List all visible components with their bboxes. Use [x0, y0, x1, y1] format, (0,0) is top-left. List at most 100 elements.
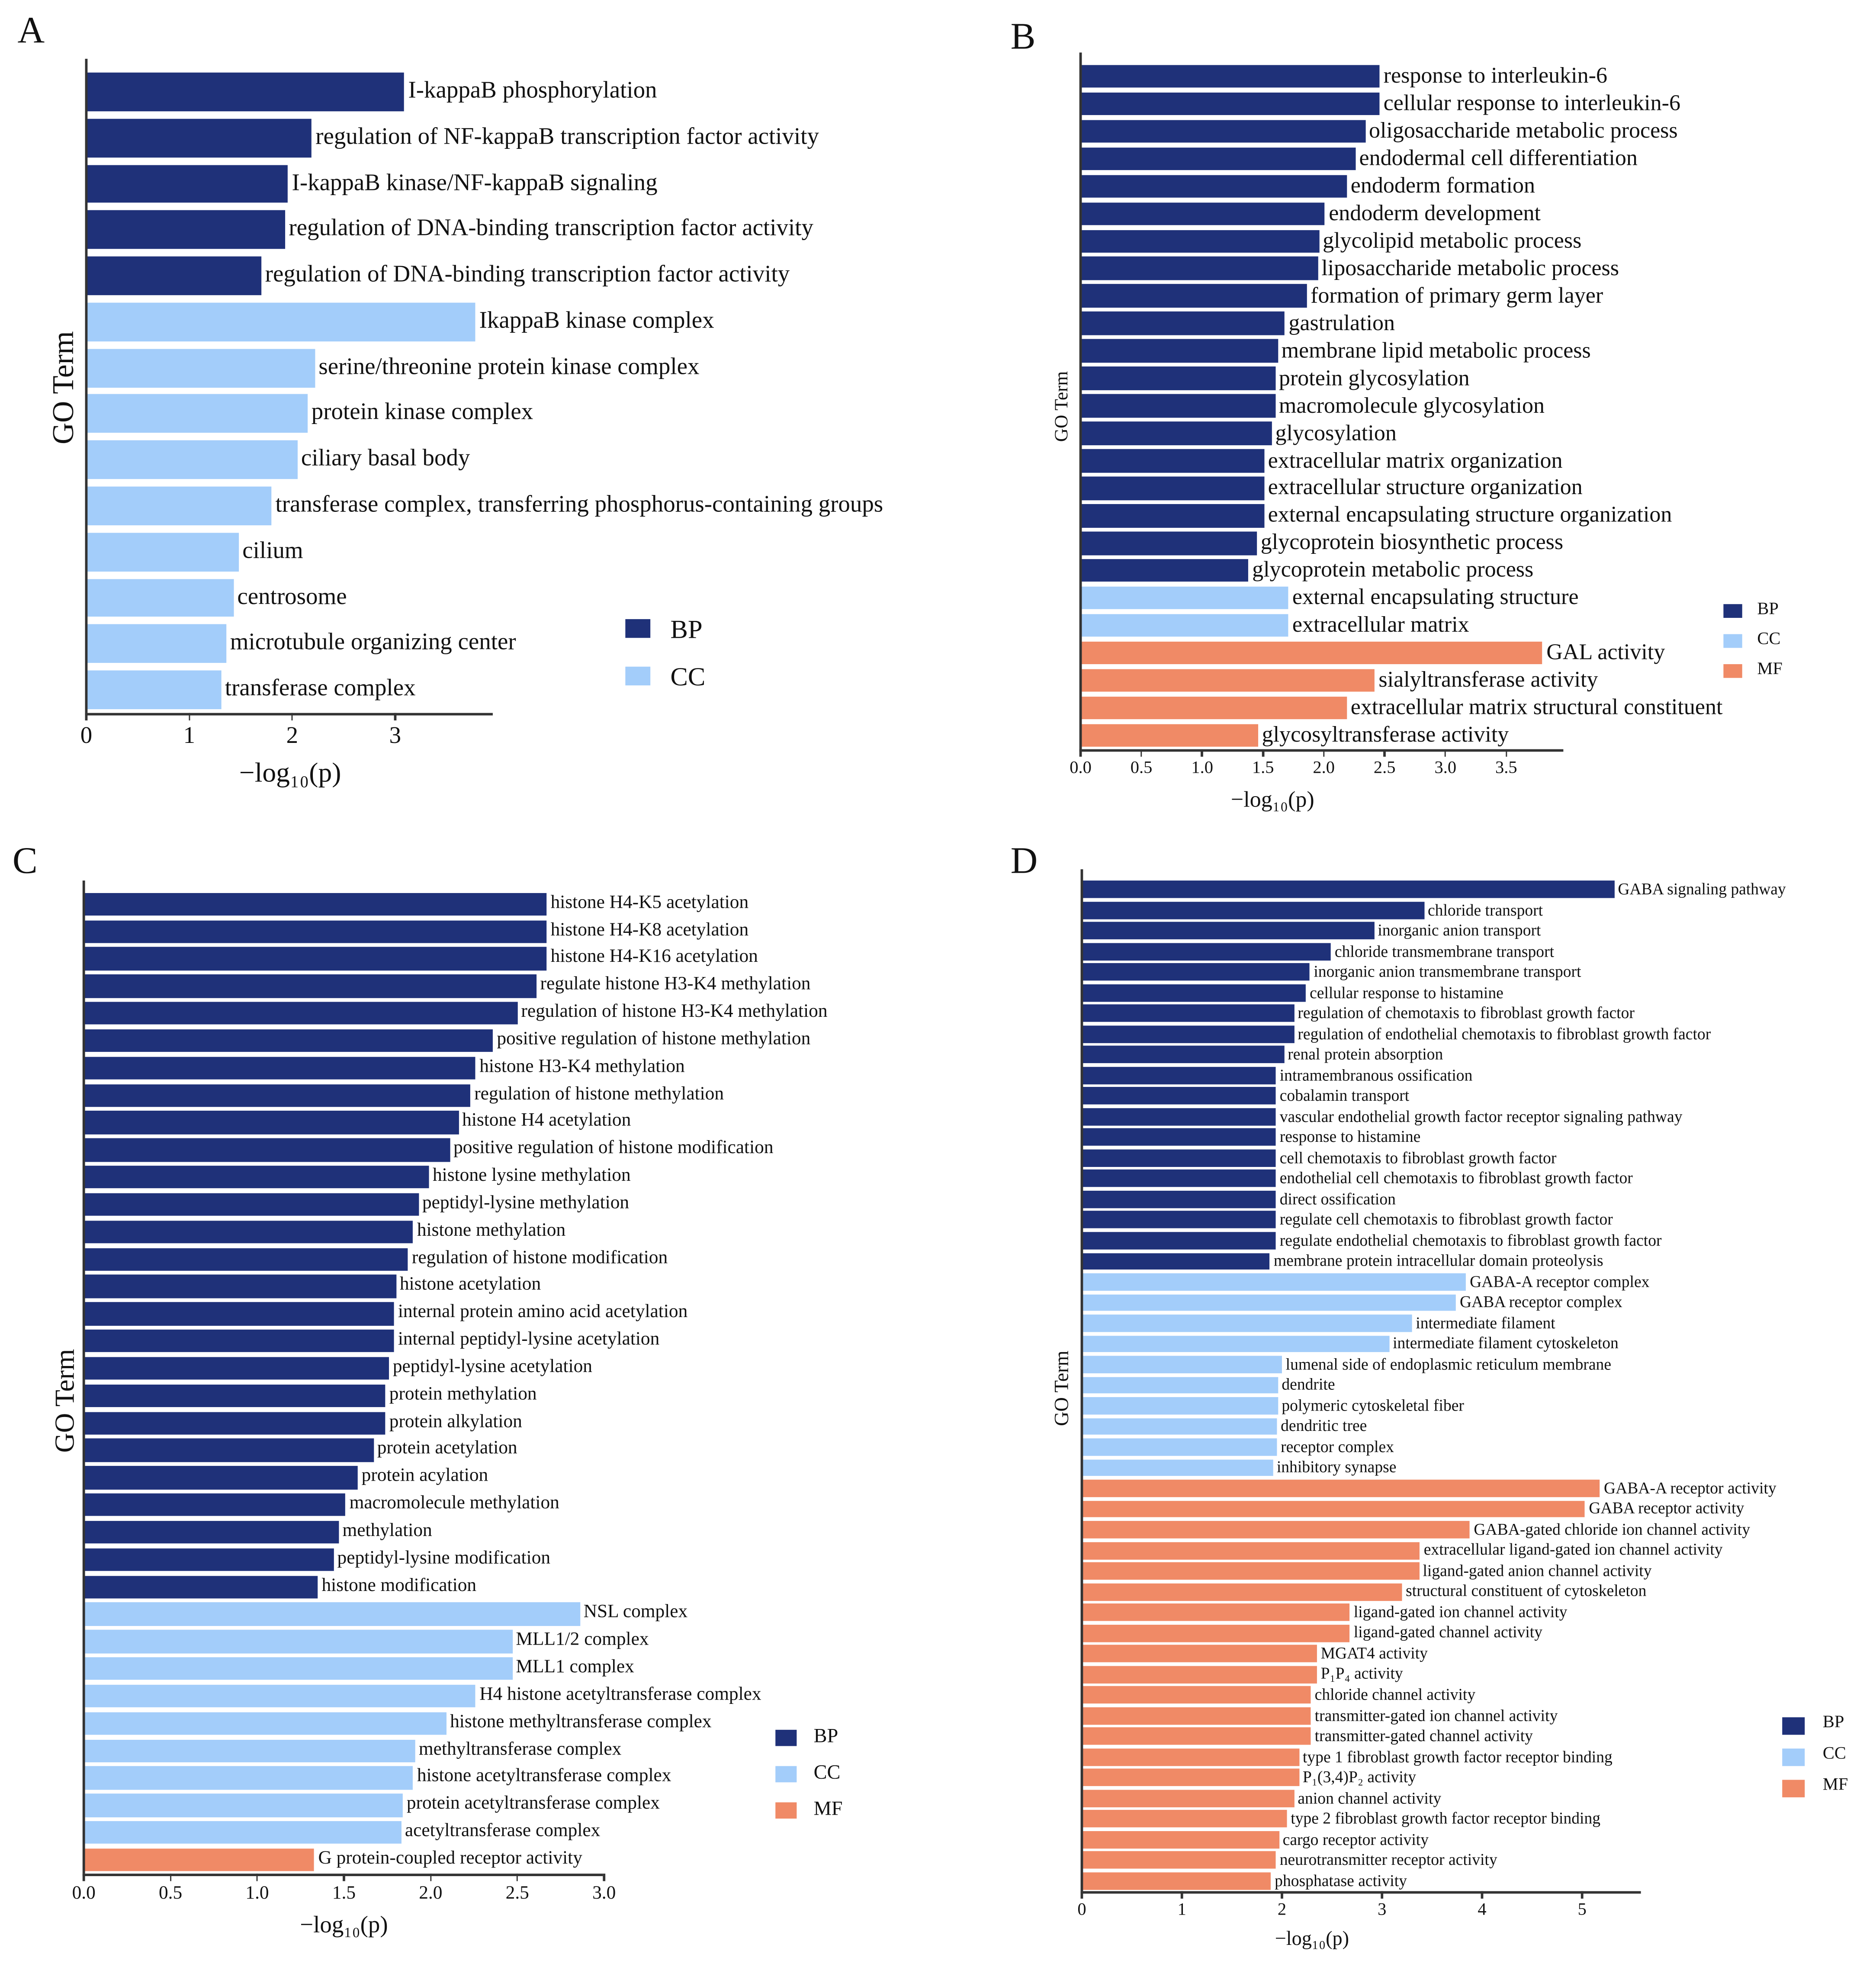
bar-bp[interactable]: [84, 1138, 450, 1162]
bar-cc[interactable]: [1080, 614, 1289, 637]
bar-mf[interactable]: [1082, 1686, 1311, 1704]
bar-bp[interactable]: [1082, 1149, 1276, 1167]
bar-bp[interactable]: [1080, 449, 1264, 472]
bar-mf[interactable]: [1080, 669, 1375, 692]
bar-bp[interactable]: [1080, 229, 1319, 253]
bar-mf[interactable]: [1082, 1810, 1287, 1828]
bar-cc[interactable]: [84, 1793, 403, 1817]
bar-mf[interactable]: [1080, 696, 1347, 720]
bar-bp[interactable]: [1082, 1232, 1276, 1250]
bar-bp[interactable]: [86, 210, 285, 249]
bar-cc[interactable]: [86, 486, 272, 525]
bar-bp[interactable]: [84, 1193, 419, 1216]
bar-bp[interactable]: [1082, 984, 1306, 1002]
bar-bp[interactable]: [1080, 257, 1318, 280]
bar-cc[interactable]: [1082, 1314, 1412, 1332]
bar-bp[interactable]: [84, 893, 547, 916]
bar-bp[interactable]: [84, 1029, 493, 1052]
bar-cc[interactable]: [84, 1603, 580, 1626]
bar-bp[interactable]: [1082, 1253, 1270, 1270]
bar-mf[interactable]: [1080, 724, 1258, 747]
bar-mf[interactable]: [1082, 1521, 1470, 1539]
bar-bp[interactable]: [1080, 559, 1249, 582]
bar-bp[interactable]: [1080, 366, 1275, 390]
bar-bp[interactable]: [1080, 531, 1257, 555]
bar-mf[interactable]: [1080, 641, 1543, 665]
bar-bp[interactable]: [1082, 1211, 1276, 1229]
bar-cc[interactable]: [1082, 1397, 1278, 1415]
bar-cc[interactable]: [86, 578, 234, 617]
bar-cc[interactable]: [1082, 1273, 1466, 1291]
bar-bp[interactable]: [84, 1520, 339, 1544]
bar-mf[interactable]: [1082, 1872, 1271, 1890]
bar-mf[interactable]: [1082, 1789, 1294, 1807]
bar-bp[interactable]: [1080, 284, 1307, 308]
bar-mf[interactable]: [1082, 1542, 1420, 1559]
bar-bp[interactable]: [1080, 394, 1275, 418]
bar-bp[interactable]: [1082, 1046, 1284, 1064]
bar-bp[interactable]: [1080, 64, 1380, 88]
bar-bp[interactable]: [84, 1166, 429, 1189]
bar-cc[interactable]: [86, 532, 239, 572]
bar-bp[interactable]: [1082, 1067, 1276, 1084]
bar-bp[interactable]: [1082, 1108, 1276, 1125]
bar-bp[interactable]: [84, 1384, 386, 1408]
bar-bp[interactable]: [86, 118, 312, 157]
bar-cc[interactable]: [86, 440, 298, 479]
bar-bp[interactable]: [84, 1056, 476, 1080]
bar-bp[interactable]: [1082, 1190, 1276, 1208]
bar-bp[interactable]: [1082, 901, 1424, 919]
bar-bp[interactable]: [84, 1002, 517, 1025]
bar-bp[interactable]: [84, 1330, 395, 1353]
bar-bp[interactable]: [84, 920, 547, 943]
bar-mf[interactable]: [1082, 1562, 1419, 1580]
bar-bp[interactable]: [1080, 339, 1278, 363]
bar-mf[interactable]: [1082, 1480, 1600, 1498]
bar-mf[interactable]: [1082, 1645, 1317, 1662]
bar-bp[interactable]: [84, 1247, 408, 1271]
bar-bp[interactable]: [1080, 421, 1272, 445]
bar-mf[interactable]: [1082, 1665, 1317, 1683]
bar-mf[interactable]: [1082, 1851, 1276, 1869]
bar-bp[interactable]: [1082, 1025, 1294, 1043]
bar-cc[interactable]: [1082, 1459, 1273, 1477]
bar-mf[interactable]: [1082, 1748, 1299, 1766]
bar-bp[interactable]: [84, 947, 547, 971]
bar-cc[interactable]: [84, 1739, 415, 1762]
bar-mf[interactable]: [1082, 1769, 1299, 1787]
bar-bp[interactable]: [1082, 1005, 1294, 1022]
bar-bp[interactable]: [1080, 476, 1264, 500]
bar-cc[interactable]: [86, 394, 308, 434]
bar-mf[interactable]: [1082, 1831, 1279, 1848]
bar-mf[interactable]: [1082, 1706, 1311, 1725]
bar-mf[interactable]: [1082, 1583, 1402, 1600]
bar-cc[interactable]: [86, 670, 222, 710]
bar-bp[interactable]: [1082, 1087, 1276, 1105]
bar-mf[interactable]: [1082, 1500, 1585, 1518]
bar-bp[interactable]: [1080, 202, 1325, 225]
bar-bp[interactable]: [1080, 174, 1347, 198]
bar-bp[interactable]: [84, 1302, 395, 1325]
bar-cc[interactable]: [1082, 1417, 1277, 1435]
bar-cc[interactable]: [1082, 1335, 1389, 1353]
bar-cc[interactable]: [84, 1712, 447, 1735]
bar-cc[interactable]: [1082, 1356, 1282, 1373]
bar-bp[interactable]: [86, 164, 288, 203]
bar-bp[interactable]: [84, 1275, 396, 1298]
bar-bp[interactable]: [84, 1084, 471, 1107]
bar-bp[interactable]: [84, 1411, 386, 1435]
bar-cc[interactable]: [86, 348, 315, 387]
bar-bp[interactable]: [1082, 963, 1310, 981]
bar-mf[interactable]: [84, 1848, 315, 1872]
bar-cc[interactable]: [86, 302, 475, 341]
bar-cc[interactable]: [84, 1657, 512, 1681]
bar-bp[interactable]: [1080, 312, 1285, 335]
bar-bp[interactable]: [84, 1575, 318, 1599]
bar-cc[interactable]: [1082, 1294, 1456, 1311]
bar-bp[interactable]: [1082, 881, 1614, 899]
bar-bp[interactable]: [1082, 1128, 1276, 1146]
bar-bp[interactable]: [84, 1220, 414, 1244]
bar-bp[interactable]: [84, 974, 536, 998]
bar-bp[interactable]: [86, 256, 261, 296]
bar-mf[interactable]: [1082, 1624, 1350, 1642]
